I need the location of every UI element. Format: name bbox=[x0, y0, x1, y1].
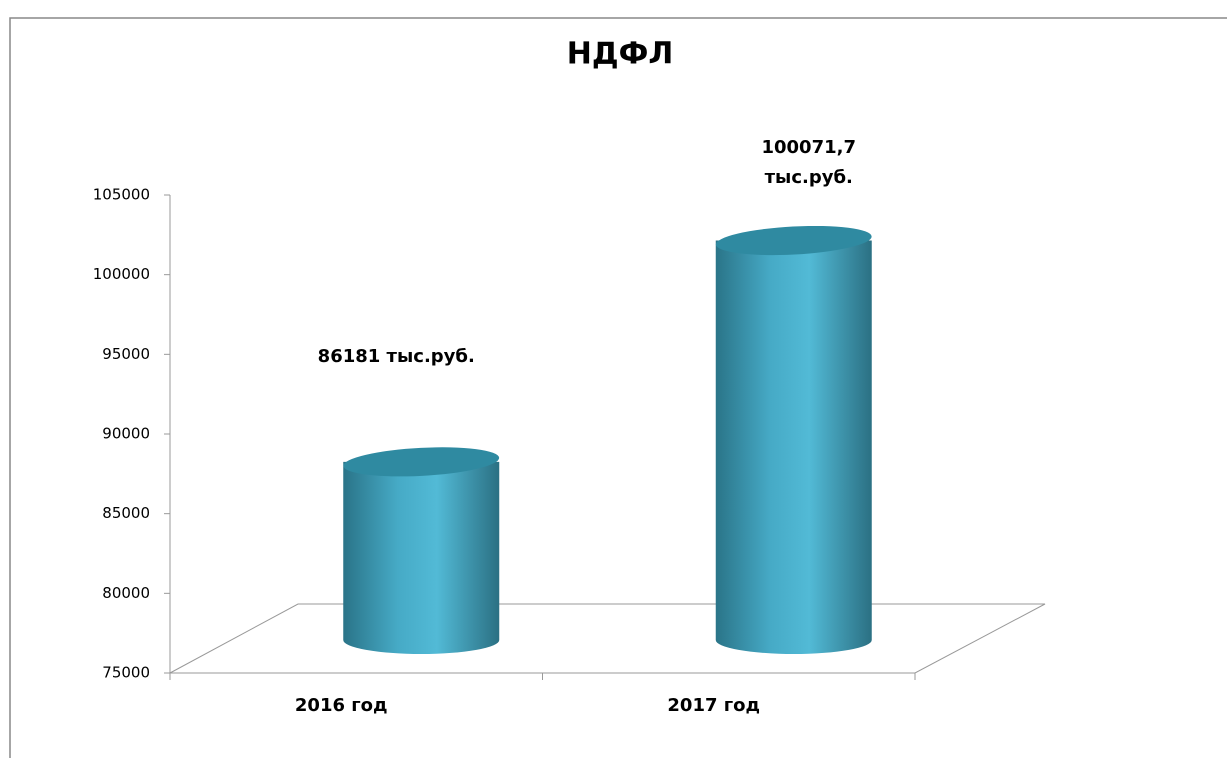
bar-body bbox=[715, 240, 872, 655]
bar-body bbox=[343, 461, 500, 654]
x-tick-label: 2016 год bbox=[295, 695, 388, 716]
y-tick-label: 75000 bbox=[102, 664, 150, 682]
y-tick-label: 80000 bbox=[102, 584, 150, 602]
y-tick-label: 105000 bbox=[93, 186, 150, 204]
bar bbox=[343, 447, 500, 654]
bar-top bbox=[715, 225, 872, 256]
y-tick-label: 95000 bbox=[102, 345, 150, 363]
bar bbox=[715, 225, 872, 655]
floor bbox=[169, 603, 1046, 674]
value-label: 100071,7 тыс.руб. bbox=[761, 136, 856, 188]
y-tick-label: 85000 bbox=[102, 504, 150, 522]
x-tick-label: 2017 год bbox=[667, 695, 760, 716]
y-tick-label: 100000 bbox=[93, 265, 150, 283]
bar-top bbox=[343, 447, 500, 477]
chart-title: НДФЛ bbox=[567, 37, 674, 72]
value-label: 86181 тыс.руб. bbox=[317, 345, 475, 367]
chart-frame bbox=[9, 17, 1227, 758]
y-tick-label: 90000 bbox=[102, 425, 150, 443]
